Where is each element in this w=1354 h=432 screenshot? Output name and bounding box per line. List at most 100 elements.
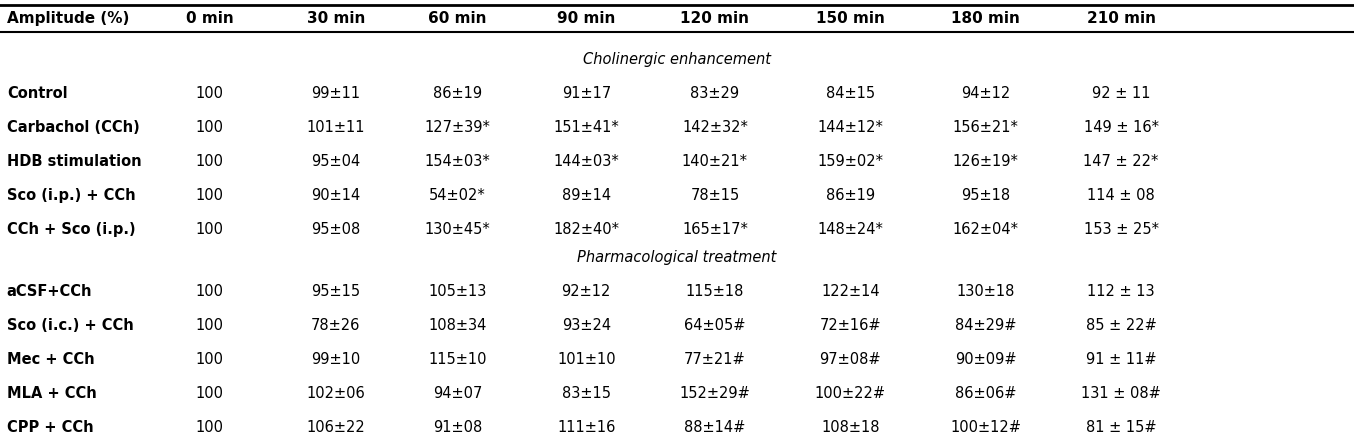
Text: Sco (i.c.) + CCh: Sco (i.c.) + CCh — [7, 318, 134, 333]
Text: 100: 100 — [196, 222, 223, 237]
Text: 149 ± 16*: 149 ± 16* — [1083, 120, 1159, 135]
Text: Sco (i.p.) + CCh: Sco (i.p.) + CCh — [7, 188, 135, 203]
Text: 30 min: 30 min — [306, 11, 366, 26]
Text: 100: 100 — [196, 352, 223, 367]
Text: 130±18: 130±18 — [956, 284, 1016, 299]
Text: 102±06: 102±06 — [306, 386, 366, 401]
Text: 144±12*: 144±12* — [818, 120, 883, 135]
Text: 111±16: 111±16 — [556, 420, 616, 432]
Text: 93±24: 93±24 — [562, 318, 611, 333]
Text: 99±11: 99±11 — [311, 86, 360, 101]
Text: 127±39*: 127±39* — [425, 120, 490, 135]
Text: 165±17*: 165±17* — [682, 222, 747, 237]
Text: Amplitude (%): Amplitude (%) — [7, 11, 129, 26]
Text: 100: 100 — [196, 318, 223, 333]
Text: Pharmacological treatment: Pharmacological treatment — [577, 251, 777, 266]
Text: 94±12: 94±12 — [961, 86, 1010, 101]
Text: CPP + CCh: CPP + CCh — [7, 420, 93, 432]
Text: 89±14: 89±14 — [562, 188, 611, 203]
Text: 112 ± 13: 112 ± 13 — [1087, 284, 1155, 299]
Text: 120 min: 120 min — [681, 11, 749, 26]
Text: Control: Control — [7, 86, 68, 101]
Text: 60 min: 60 min — [428, 11, 487, 26]
Text: 154±03*: 154±03* — [425, 154, 490, 169]
Text: 83±15: 83±15 — [562, 386, 611, 401]
Text: 90 min: 90 min — [556, 11, 616, 26]
Text: 100: 100 — [196, 120, 223, 135]
Text: Carbachol (CCh): Carbachol (CCh) — [7, 120, 139, 135]
Text: 140±21*: 140±21* — [682, 154, 747, 169]
Text: 77±21#: 77±21# — [684, 352, 746, 367]
Text: 90±14: 90±14 — [311, 188, 360, 203]
Text: 156±21*: 156±21* — [953, 120, 1018, 135]
Text: 130±45*: 130±45* — [425, 222, 490, 237]
Text: 86±19: 86±19 — [826, 188, 875, 203]
Text: 180 min: 180 min — [952, 11, 1020, 26]
Text: 153 ± 25*: 153 ± 25* — [1083, 222, 1159, 237]
Text: 150 min: 150 min — [816, 11, 884, 26]
Text: 100: 100 — [196, 86, 223, 101]
Text: 88±14#: 88±14# — [684, 420, 746, 432]
Text: 85 ± 22#: 85 ± 22# — [1086, 318, 1156, 333]
Text: 131 ± 08#: 131 ± 08# — [1082, 386, 1160, 401]
Text: 83±29: 83±29 — [691, 86, 739, 101]
Text: 147 ± 22*: 147 ± 22* — [1083, 154, 1159, 169]
Text: 94±07: 94±07 — [433, 386, 482, 401]
Text: 95±18: 95±18 — [961, 188, 1010, 203]
Text: 115±10: 115±10 — [428, 352, 487, 367]
Text: 100±22#: 100±22# — [815, 386, 886, 401]
Text: Cholinergic enhancement: Cholinergic enhancement — [584, 52, 770, 67]
Text: 151±41*: 151±41* — [554, 120, 619, 135]
Text: 91±17: 91±17 — [562, 86, 611, 101]
Text: 78±15: 78±15 — [691, 188, 739, 203]
Text: 105±13: 105±13 — [428, 284, 487, 299]
Text: 148±24*: 148±24* — [818, 222, 883, 237]
Text: 54±02*: 54±02* — [429, 188, 486, 203]
Text: 84±15: 84±15 — [826, 86, 875, 101]
Text: 162±04*: 162±04* — [953, 222, 1018, 237]
Text: 182±40*: 182±40* — [554, 222, 619, 237]
Text: 90±09#: 90±09# — [955, 352, 1017, 367]
Text: 100: 100 — [196, 420, 223, 432]
Text: 81 ± 15#: 81 ± 15# — [1086, 420, 1156, 432]
Text: 92±12: 92±12 — [562, 284, 611, 299]
Text: 95±04: 95±04 — [311, 154, 360, 169]
Text: 95±08: 95±08 — [311, 222, 360, 237]
Text: 100: 100 — [196, 188, 223, 203]
Text: 95±15: 95±15 — [311, 284, 360, 299]
Text: 115±18: 115±18 — [685, 284, 745, 299]
Text: 84±29#: 84±29# — [955, 318, 1017, 333]
Text: 100: 100 — [196, 386, 223, 401]
Text: 106±22: 106±22 — [306, 420, 366, 432]
Text: MLA + CCh: MLA + CCh — [7, 386, 96, 401]
Text: 99±10: 99±10 — [311, 352, 360, 367]
Text: 101±10: 101±10 — [556, 352, 616, 367]
Text: 91 ± 11#: 91 ± 11# — [1086, 352, 1156, 367]
Text: 0 min: 0 min — [185, 11, 234, 26]
Text: 100: 100 — [196, 154, 223, 169]
Text: 108±18: 108±18 — [821, 420, 880, 432]
Text: 100±12#: 100±12# — [951, 420, 1021, 432]
Text: HDB stimulation: HDB stimulation — [7, 154, 141, 169]
Text: 91±08: 91±08 — [433, 420, 482, 432]
Text: 114 ± 08: 114 ± 08 — [1087, 188, 1155, 203]
Text: aCSF+CCh: aCSF+CCh — [7, 284, 92, 299]
Text: 210 min: 210 min — [1087, 11, 1155, 26]
Text: 152±29#: 152±29# — [680, 386, 750, 401]
Text: 72±16#: 72±16# — [819, 318, 881, 333]
Text: 122±14: 122±14 — [821, 284, 880, 299]
Text: 142±32*: 142±32* — [682, 120, 747, 135]
Text: 78±26: 78±26 — [311, 318, 360, 333]
Text: 144±03*: 144±03* — [554, 154, 619, 169]
Text: CCh + Sco (i.p.): CCh + Sco (i.p.) — [7, 222, 135, 237]
Text: 101±11: 101±11 — [306, 120, 366, 135]
Text: 100: 100 — [196, 284, 223, 299]
Text: 108±34: 108±34 — [428, 318, 487, 333]
Text: 86±19: 86±19 — [433, 86, 482, 101]
Text: 86±06#: 86±06# — [955, 386, 1017, 401]
Text: 92 ± 11: 92 ± 11 — [1091, 86, 1151, 101]
Text: 126±19*: 126±19* — [953, 154, 1018, 169]
Text: 64±05#: 64±05# — [684, 318, 746, 333]
Text: 159±02*: 159±02* — [818, 154, 883, 169]
Text: Mec + CCh: Mec + CCh — [7, 352, 95, 367]
